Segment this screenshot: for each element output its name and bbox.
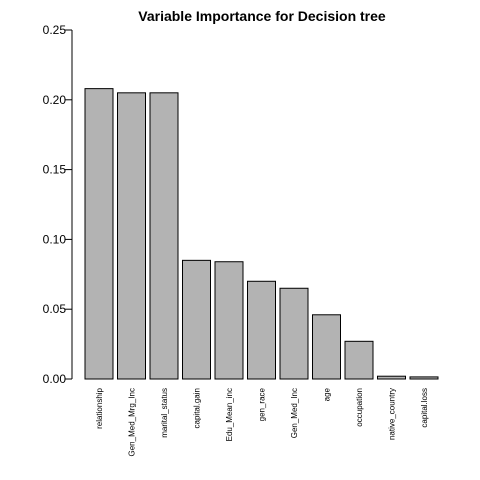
y-tick-label: 0.05 [43,302,67,316]
chart-title: Variable Importance for Decision tree [138,8,386,24]
bar-age [312,314,341,380]
x-tick-label: gen_race [258,387,267,421]
bar-occupation [344,340,374,380]
x-tick-label: Gen_Med_Mrg_Inc [128,388,137,456]
y-axis: 0.00 0.05 0.10 0.15 0.20 0.25 [43,23,73,386]
x-tick-label: age [323,387,332,401]
bars [84,88,439,380]
y-tick-label: 0.20 [43,93,67,107]
bar-gen-med-mrg-inc [117,92,146,380]
x-tick-label: relationship [95,387,104,428]
x-tick-label: occupation [355,388,364,427]
bar-relationship [84,88,114,380]
bar-edu-mean-inc [214,261,244,380]
bar-capital-loss [409,376,439,380]
bar-capital-gain [182,259,211,380]
bar-native-country [377,375,406,380]
x-tick-label: marital_status [160,388,169,438]
bar-gen-med-inc [279,287,309,380]
bar-gen-race [247,280,276,380]
y-tick-label: 0.00 [43,372,67,386]
y-tick-label: 0.25 [43,23,67,37]
y-tick-label: 0.10 [43,232,67,246]
x-tick-label: capital.loss [420,388,429,428]
x-tick-label: capital.gain [193,388,202,428]
x-tick-label: Gen_Med_Inc [290,388,299,438]
bar-marital-status [149,92,179,380]
x-tick-label: Edu_Mean_inc [225,388,234,441]
x-tick-label: native_country [388,388,397,440]
x-axis-labels: relationship Gen_Med_Mrg_Inc marital_statu… [95,387,429,456]
y-tick-label: 0.15 [43,163,67,177]
